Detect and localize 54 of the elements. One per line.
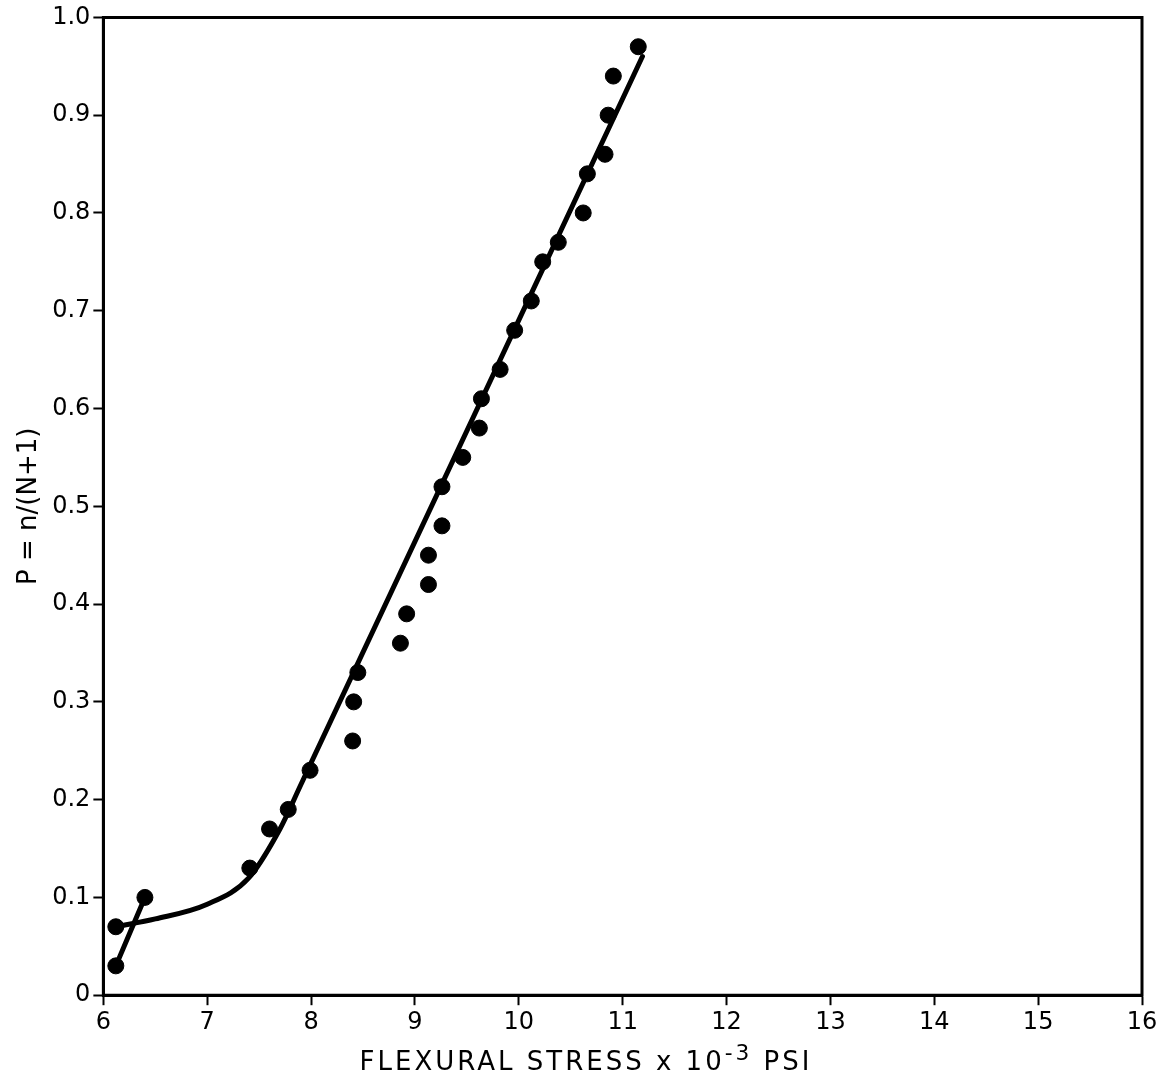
point bbox=[349, 664, 367, 682]
y-tick-label: 0.5 bbox=[52, 490, 91, 519]
x-tick-label: 12 bbox=[711, 1006, 742, 1035]
point bbox=[433, 517, 451, 535]
point bbox=[261, 820, 279, 838]
point bbox=[599, 106, 617, 124]
y-tick-label: 0.6 bbox=[52, 392, 91, 421]
x-tick-label: 11 bbox=[607, 1006, 638, 1035]
y-tick-label: 0.3 bbox=[52, 686, 91, 715]
y-tick-label: 0.7 bbox=[52, 294, 91, 323]
point bbox=[522, 292, 540, 310]
point bbox=[596, 145, 614, 163]
point bbox=[472, 390, 490, 408]
x-tick-label: 13 bbox=[815, 1006, 846, 1035]
point bbox=[107, 957, 125, 975]
point bbox=[241, 859, 259, 877]
x-tick-label: 14 bbox=[919, 1006, 950, 1035]
point bbox=[398, 605, 416, 623]
point bbox=[491, 360, 509, 378]
x-tick-label: 16 bbox=[1126, 1006, 1158, 1035]
y-tick-label: 0 bbox=[75, 979, 91, 1008]
point bbox=[345, 693, 363, 711]
x-tick-label: 8 bbox=[303, 1006, 319, 1035]
point bbox=[136, 888, 154, 906]
point bbox=[470, 419, 488, 437]
y-axis-title: P = n/(N+1) bbox=[12, 427, 43, 585]
point bbox=[107, 918, 125, 936]
x-tick-label: 10 bbox=[503, 1006, 535, 1035]
point bbox=[419, 576, 437, 594]
x-tick-label: 9 bbox=[407, 1006, 423, 1035]
point bbox=[344, 732, 362, 750]
point bbox=[549, 233, 567, 251]
y-tick-label: 1.0 bbox=[52, 1, 91, 30]
point bbox=[578, 165, 596, 183]
y-tick-label: 0.8 bbox=[52, 197, 91, 226]
y-tick-label: 0.1 bbox=[52, 881, 91, 910]
point bbox=[574, 204, 592, 222]
point bbox=[433, 478, 451, 496]
point bbox=[419, 546, 437, 564]
point bbox=[629, 38, 647, 56]
point bbox=[506, 321, 524, 339]
y-tick-label: 0.4 bbox=[52, 588, 91, 617]
x-axis-title: FLEXURAL STRESS x 10$^{-3}$ PSI bbox=[358, 1040, 814, 1076]
x-tick-label: 15 bbox=[1022, 1006, 1054, 1035]
point bbox=[604, 67, 622, 85]
y-tick-label: 0.9 bbox=[52, 99, 91, 128]
x-tick-label: 6 bbox=[95, 1006, 112, 1035]
x-tick-label: 7 bbox=[199, 1006, 215, 1035]
point bbox=[454, 448, 472, 466]
point bbox=[534, 253, 552, 271]
point bbox=[391, 634, 409, 652]
point bbox=[279, 800, 297, 818]
point bbox=[301, 761, 319, 779]
y-tick-label: 0.2 bbox=[52, 783, 91, 812]
